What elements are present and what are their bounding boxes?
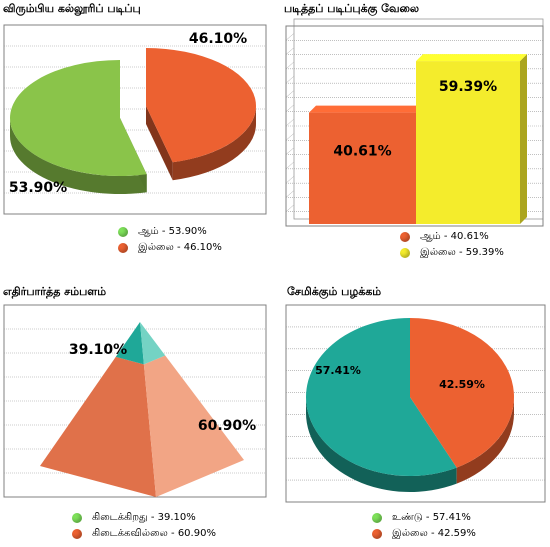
chart3-legend-label: கிடைக்கவில்லை - 60.90% bbox=[92, 528, 216, 539]
chart1-slice-green bbox=[10, 59, 147, 176]
chart3-legend-label: கிடைக்கிறது - 39.10% bbox=[92, 512, 196, 523]
chart2-bar-top bbox=[309, 105, 423, 113]
chart3-title: எதிர்பார்த்த சம்பளம் bbox=[3, 285, 107, 298]
chart2-bar-front bbox=[309, 112, 416, 224]
chart2-bar-front bbox=[416, 61, 520, 224]
chart4-data-label-teal: 57.41% bbox=[315, 364, 361, 377]
chart1-slice-orange-side bbox=[172, 106, 256, 181]
chart2-gridline-side bbox=[285, 61, 295, 70]
chart2-data-label-0: 40.61% bbox=[333, 144, 391, 160]
chart3-segment-top-right-face bbox=[140, 322, 166, 365]
chart2-legend-label: இல்லை - 59.39% bbox=[420, 247, 504, 258]
chart1-data-label-green: 53.90% bbox=[9, 180, 67, 196]
chart1-slice-orange-3d bbox=[146, 106, 256, 181]
chart3-svg: 39.10% 60.90% bbox=[3, 304, 267, 498]
chart4-legend-dot-green bbox=[372, 513, 382, 523]
chart1-svg: 46.10% 53.90% bbox=[3, 24, 267, 215]
chart2-gridline-side bbox=[285, 118, 295, 127]
chart3-legend-item: கிடைக்கவில்லை - 60.90% bbox=[72, 526, 216, 542]
chart3-data-label-bottom: 60.90% bbox=[198, 418, 256, 434]
chart1-legend-dot-green bbox=[118, 227, 128, 237]
chart1-slice-green-side bbox=[10, 118, 147, 194]
chart2-legend-item: ஆம் - 40.61% bbox=[400, 229, 504, 245]
chart1-legend-item: ஆம் - 53.90% bbox=[118, 224, 222, 240]
chart3-data-label-top: 39.10% bbox=[69, 342, 127, 358]
chart2-gridline-side bbox=[285, 161, 295, 170]
chart3-segment-bottom-right-face bbox=[143, 355, 244, 497]
chart4-svg: 57.41% 42.59% bbox=[285, 304, 546, 503]
chart2-bar-1 bbox=[416, 54, 527, 224]
chart4-data-label-orange: 42.59% bbox=[439, 378, 485, 391]
chart2-gridline-side bbox=[285, 104, 295, 112]
chart3-segment-top-left-face bbox=[115, 322, 144, 365]
chart2-bar-side bbox=[520, 54, 527, 224]
chart4-legend-item: இல்லை - 42.59% bbox=[372, 526, 476, 542]
chart2-legend-dot-yellow bbox=[400, 248, 410, 258]
chart1-legend: ஆம் - 53.90% இல்லை - 46.10% bbox=[118, 224, 222, 256]
chart2-data-label-1: 59.39% bbox=[439, 79, 497, 95]
chart4-legend: உண்டு - 57.41% இல்லை - 42.59% bbox=[372, 510, 476, 542]
chart2-legend-item: இல்லை - 59.39% bbox=[400, 245, 504, 261]
chart2-gridline-side bbox=[285, 90, 295, 98]
chart4-slice-teal bbox=[306, 318, 457, 476]
chart1-legend-label: ஆம் - 53.90% bbox=[138, 226, 207, 237]
chart1-title: விரும்பிய கல்லூரிப் படிப்பு bbox=[3, 2, 141, 15]
chart3-legend-dot-orange bbox=[72, 529, 82, 539]
chart2-gridline-side bbox=[285, 47, 295, 55]
chart4-legend-dot-orange bbox=[372, 529, 382, 539]
chart4-legend-item: உண்டு - 57.41% bbox=[372, 510, 476, 526]
chart4-legend-label: உண்டு - 57.41% bbox=[392, 512, 471, 523]
chart1-legend-label: இல்லை - 46.10% bbox=[138, 242, 222, 253]
chart2-gridline-side bbox=[285, 190, 295, 198]
chart2-svg: 40.61% 59.39% bbox=[285, 18, 544, 227]
chart2-legend-label: ஆம் - 40.61% bbox=[420, 231, 489, 242]
chart1-data-label-orange: 46.10% bbox=[189, 31, 247, 47]
chart2-gridline-side bbox=[285, 75, 295, 84]
chart1-slice-orange bbox=[146, 48, 257, 163]
chart4-slice-orange bbox=[410, 318, 514, 468]
chart4-walls bbox=[306, 397, 514, 493]
chart2-gridline-side bbox=[285, 204, 295, 212]
chart2-bar-0 bbox=[309, 105, 423, 224]
chart2-gridline-side bbox=[285, 175, 295, 184]
chart2-bar-top bbox=[416, 54, 527, 62]
chart2-gridline-side bbox=[285, 133, 295, 141]
chart3-legend-item: கிடைக்கிறது - 39.10% bbox=[72, 510, 216, 526]
chart1-legend-dot-orange bbox=[118, 243, 128, 253]
chart3-legend: கிடைக்கிறது - 39.10% கிடைக்கவில்லை - 60.… bbox=[72, 510, 216, 542]
chart3-segment-bottom-left-face bbox=[40, 356, 156, 497]
chart4-title: சேமிக்கும் பழக்கம் bbox=[287, 285, 382, 298]
chart1-legend-item: இல்லை - 46.10% bbox=[118, 240, 222, 256]
chart4-slice-orange-side bbox=[456, 397, 514, 484]
chart4-slice-teal-side bbox=[306, 397, 457, 493]
chart4-legend-label: இல்லை - 42.59% bbox=[392, 528, 476, 539]
chart2-legend: ஆம் - 40.61% இல்லை - 59.39% bbox=[400, 229, 504, 261]
chart2-gridline-side bbox=[285, 33, 295, 41]
chart2-title: படித்தப் படிப்புக்கு வேலை bbox=[284, 2, 420, 15]
chart2-legend-dot-orange bbox=[400, 232, 410, 242]
chart1-slice-orange-cut bbox=[146, 106, 173, 181]
chart2-gridline-side bbox=[285, 147, 295, 155]
chart3-legend-dot-green bbox=[72, 513, 82, 523]
